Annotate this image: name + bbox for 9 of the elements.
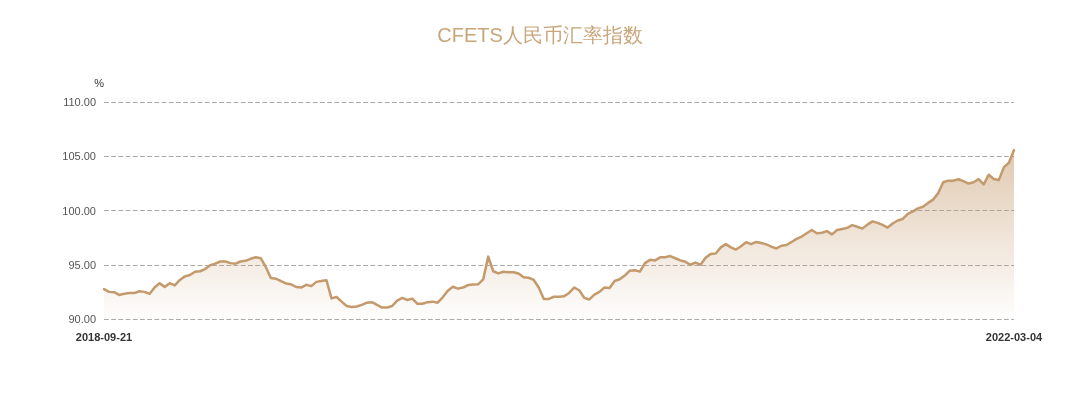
chart-title: CFETS人民币汇率指数 bbox=[437, 24, 643, 46]
x-tick-label: 2022-03-04 bbox=[985, 330, 1044, 343]
y-tick-label: 100.00 bbox=[62, 204, 96, 217]
y-tick-label: 110.00 bbox=[63, 96, 96, 108]
y-tick-label: 95.00 bbox=[68, 258, 96, 271]
y-tick-label: 90.00 bbox=[68, 313, 96, 325]
x-tick-label: 2018-09-21 bbox=[75, 330, 133, 343]
y-tick-label: 105.00 bbox=[62, 150, 96, 163]
y-axis-title: % bbox=[94, 76, 105, 89]
